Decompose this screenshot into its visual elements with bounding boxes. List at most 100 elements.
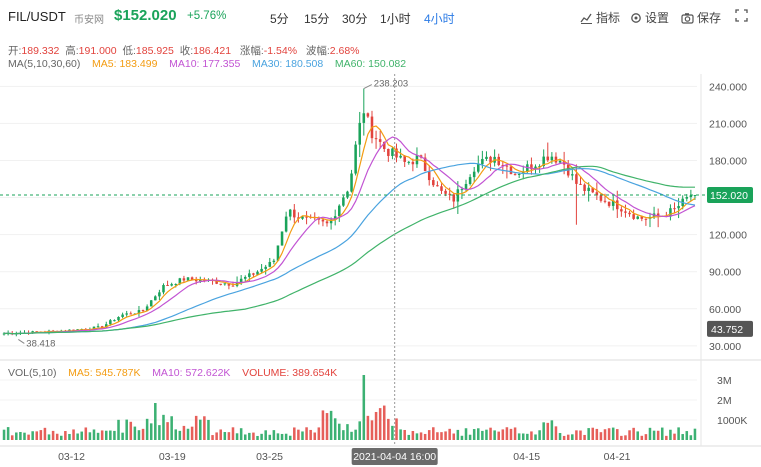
volume-bar: [489, 427, 492, 440]
indicator-button[interactable]: 指标: [580, 9, 620, 26]
volume-bar: [530, 431, 533, 440]
candle-body: [182, 278, 186, 281]
volume-bar: [436, 432, 439, 440]
candle-body: [632, 214, 635, 219]
volume-bar: [227, 432, 231, 440]
candle-body: [264, 266, 267, 269]
x-tick-label: 03-12: [58, 451, 85, 463]
volume-bar: [137, 430, 141, 440]
candle-body: [607, 201, 611, 206]
volume-bar: [370, 420, 374, 440]
volume-bar: [456, 429, 460, 440]
x-tick-label: 04-21: [604, 451, 631, 463]
candle-body: [403, 155, 406, 162]
candle-body: [96, 326, 100, 328]
price-tick-label: 210.000: [709, 118, 747, 130]
volume-bar: [509, 428, 513, 440]
volume-bar: [395, 418, 398, 440]
candles-group: [2, 88, 697, 337]
interval-30m[interactable]: 30分: [342, 12, 368, 26]
pair-name[interactable]: FIL/USDT: [8, 9, 66, 24]
volume-bars-group: [2, 375, 697, 440]
candle-body: [432, 180, 435, 186]
candle-body: [129, 313, 133, 315]
candle-body: [141, 310, 145, 312]
volume-bar: [366, 415, 370, 440]
candle-body: [338, 205, 341, 217]
volume-bar: [194, 415, 198, 440]
volume-bar: [333, 418, 337, 440]
volume-bar: [432, 427, 435, 440]
candle-body: [293, 209, 296, 218]
volume-bar: [272, 430, 276, 440]
volume-bar: [162, 414, 165, 440]
candle-body: [154, 296, 157, 301]
candle-body: [137, 310, 141, 314]
crosshair-time-tag: [351, 448, 438, 465]
candle-body: [501, 164, 505, 166]
candle-body: [575, 174, 578, 184]
volume-bar: [293, 427, 296, 440]
volume-bar: [579, 430, 582, 440]
volume-bar: [47, 434, 51, 440]
volume-bar: [354, 429, 357, 440]
interval-15m[interactable]: 15分: [304, 12, 330, 26]
volume-bar: [264, 430, 267, 440]
volume-bar: [513, 427, 517, 440]
exchange-name: 币安网: [74, 15, 104, 26]
amplitude-label: 波幅:: [305, 45, 330, 57]
volume-bar: [607, 428, 611, 440]
candle-body: [423, 157, 427, 172]
volume-bar: [591, 427, 595, 440]
volume-bar: [190, 426, 194, 440]
candle-body: [444, 190, 447, 194]
volume-bar: [280, 433, 284, 440]
volume-bar: [652, 430, 656, 440]
volume-bar: [252, 432, 255, 440]
interval-5m[interactable]: 5分: [270, 12, 289, 26]
candle-body: [268, 262, 272, 267]
x-tick-label: 03-25: [256, 451, 283, 463]
volume-bar: [248, 432, 251, 440]
price-change: +5.76%: [187, 10, 227, 22]
volume-bar: [628, 430, 631, 440]
volume-bar: [415, 433, 419, 440]
candle-body: [448, 193, 451, 195]
settings-button[interactable]: 设置: [630, 9, 669, 26]
volume-bar: [517, 433, 521, 440]
fullscreen-button[interactable]: [735, 9, 748, 22]
volume-bar: [644, 434, 648, 440]
volume-bar: [113, 430, 116, 440]
open-value: 189.332: [21, 45, 60, 57]
volume-bar: [595, 428, 599, 440]
max-annotation-pointer: [363, 84, 373, 90]
volume-bar: [423, 433, 427, 440]
candle-body: [272, 260, 276, 263]
ma5-value: MA5: 183.499: [92, 58, 158, 70]
volume-bar: [141, 428, 145, 440]
fullscreen-icon: [735, 9, 748, 22]
candle-body: [288, 209, 292, 217]
interval-1h[interactable]: 1小时: [380, 12, 411, 26]
candle-body: [174, 284, 178, 286]
candle-body: [104, 324, 108, 328]
interval-4h[interactable]: 4小时: [424, 12, 455, 26]
gear-icon: [630, 12, 642, 24]
candle-body: [497, 156, 500, 165]
volume-bar: [178, 430, 182, 440]
volume-bar: [317, 427, 321, 440]
candle-body: [145, 306, 149, 311]
volume-bar: [2, 429, 6, 440]
candle-body: [325, 221, 329, 224]
candle-body: [243, 276, 247, 279]
volume-bar: [43, 427, 47, 440]
save-button[interactable]: 保存: [681, 9, 721, 26]
candle-body: [301, 216, 304, 219]
candle-body: [571, 174, 574, 176]
candle-body: [505, 165, 509, 167]
candle-body: [215, 280, 218, 284]
volume-bar: [276, 433, 280, 440]
volume-bar: [19, 432, 22, 440]
candle-body: [358, 122, 361, 145]
